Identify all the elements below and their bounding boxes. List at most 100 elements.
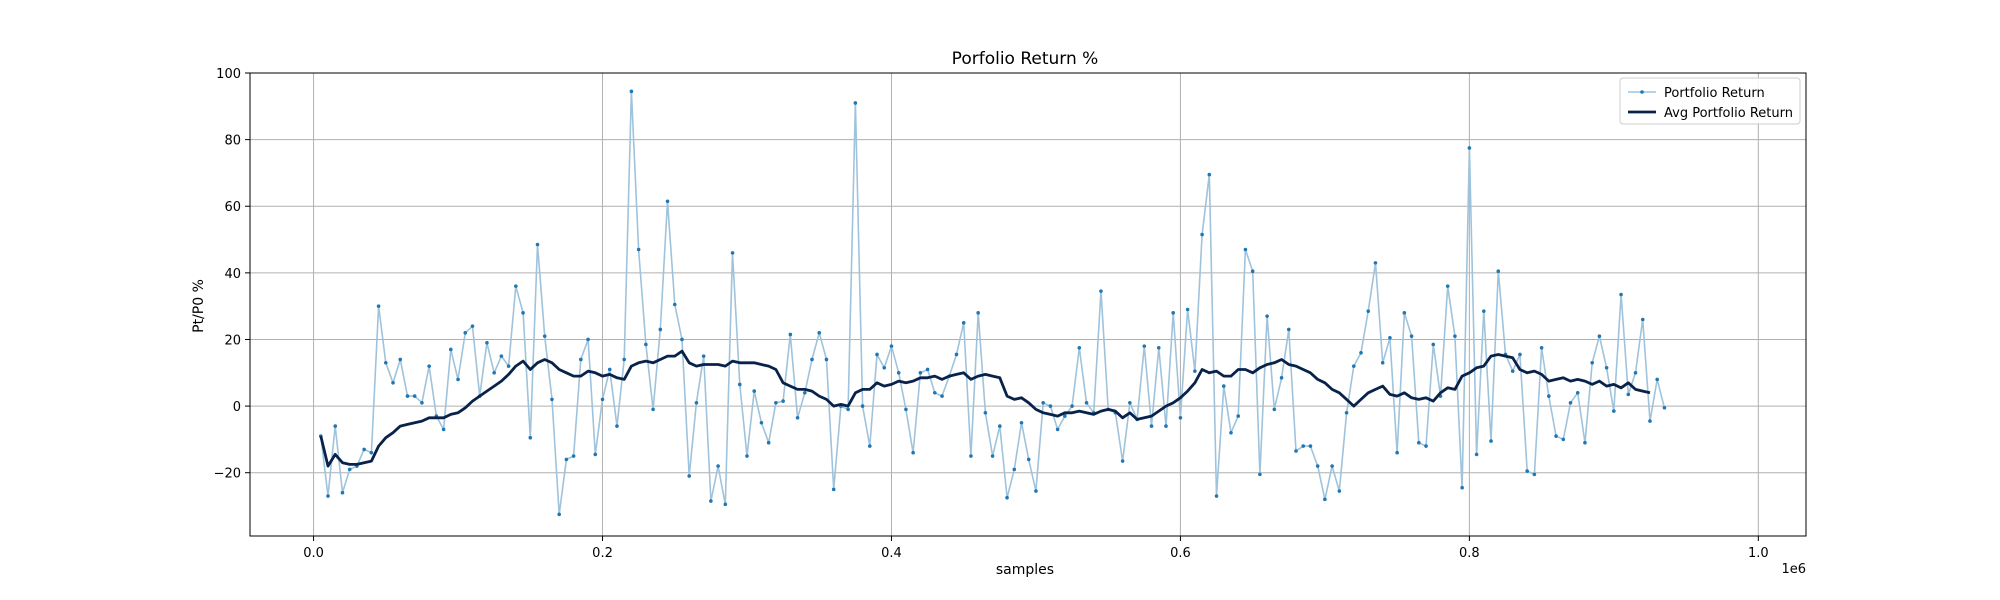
portfolio-return-point <box>795 415 800 420</box>
legend: Portfolio Return Avg Portfolio Return <box>1619 77 1801 125</box>
portfolio-return-point <box>788 332 793 337</box>
portfolio-return-point <box>1366 309 1371 313</box>
portfolio-return-point <box>1460 485 1464 490</box>
portfolio-return-point <box>954 352 959 357</box>
portfolio-return-point <box>759 420 764 425</box>
portfolio-return-point <box>550 397 554 402</box>
portfolio-return-point <box>629 89 634 94</box>
portfolio-return-point <box>1308 444 1313 448</box>
portfolio-return-point <box>1496 269 1501 273</box>
portfolio-return-point <box>1388 336 1392 340</box>
portfolio-return-point <box>528 435 533 440</box>
portfolio-return-point <box>1077 346 1082 350</box>
y-tick-label: 100 <box>216 67 241 82</box>
portfolio-return-point <box>412 394 417 398</box>
portfolio-return-point <box>1655 377 1659 382</box>
portfolio-return-point <box>867 444 872 448</box>
portfolio-return-point <box>860 404 865 408</box>
x-axis-label: samples <box>996 562 1054 578</box>
portfolio-return-point <box>456 377 460 382</box>
x-tick-label: 0.6 <box>1170 546 1191 561</box>
portfolio-return-point <box>1380 360 1385 365</box>
portfolio-return-point <box>1575 390 1580 395</box>
portfolio-return-point <box>1474 452 1479 457</box>
portfolio-return-point <box>347 467 352 472</box>
plot-frame <box>249 72 1807 537</box>
portfolio-return-point <box>896 370 901 375</box>
portfolio-return-point <box>636 247 641 252</box>
portfolio-return-point <box>586 337 590 342</box>
portfolio-return-point <box>1633 370 1638 375</box>
portfolio-return-point <box>665 199 670 204</box>
y-tick-label: 0 <box>233 400 241 415</box>
legend-label-avg-portfolio-return: Avg Portfolio Return <box>1664 106 1793 121</box>
portfolio-return-point <box>1171 311 1175 315</box>
portfolio-return-point <box>774 400 778 405</box>
portfolio-return-point <box>593 452 598 457</box>
portfolio-return-point <box>1265 314 1269 318</box>
portfolio-return-point <box>766 440 771 445</box>
portfolio-return-point <box>911 450 915 455</box>
portfolio-return-point <box>1250 269 1255 273</box>
portfolio-return-point <box>1185 307 1190 312</box>
portfolio-return-point <box>1005 495 1009 500</box>
portfolio-return-point <box>1583 440 1587 445</box>
portfolio-return-point <box>925 367 930 372</box>
portfolio-return-point <box>1597 334 1602 338</box>
portfolio-return-point <box>1236 414 1241 418</box>
portfolio-return-point <box>1626 392 1631 397</box>
portfolio-return-point <box>1286 327 1291 332</box>
portfolio-return-point <box>485 341 489 345</box>
portfolio-return-point <box>1539 346 1544 350</box>
portfolio-return-point <box>723 502 728 507</box>
portfolio-return-point <box>398 357 403 362</box>
portfolio-return-point <box>362 447 366 452</box>
portfolio-return-point <box>492 370 496 375</box>
portfolio-return-point <box>1525 469 1529 473</box>
portfolio-return-point <box>672 302 677 307</box>
portfolio-return-point <box>1330 464 1334 468</box>
portfolio-return-point <box>1149 424 1154 428</box>
portfolio-return-point <box>1337 489 1342 493</box>
portfolio-return-point <box>730 251 735 255</box>
portfolio-return-point <box>752 389 757 393</box>
portfolio-return-point <box>687 474 692 478</box>
portfolio-return-point <box>1662 405 1667 410</box>
portfolio-return-point <box>1229 430 1233 435</box>
y-tick-label: 20 <box>224 333 241 348</box>
portfolio-return-point <box>853 101 858 105</box>
portfolio-return-point <box>983 410 988 415</box>
portfolio-return-point <box>658 327 663 332</box>
portfolio-return-point <box>514 284 518 288</box>
portfolio-return-point <box>1120 459 1125 463</box>
portfolio-return-point <box>1315 464 1320 468</box>
portfolio-return-point <box>376 304 381 308</box>
portfolio-return-point <box>969 454 973 458</box>
portfolio-return-point <box>976 311 980 315</box>
y-tick-label: 60 <box>224 200 241 215</box>
portfolio-return-point <box>802 390 807 395</box>
portfolio-return-point <box>1243 247 1248 252</box>
portfolio-return-point <box>961 321 966 325</box>
portfolio-return-point <box>1409 334 1414 338</box>
x-tick-label: 0.4 <box>881 546 902 561</box>
portfolio-return-point <box>333 424 338 428</box>
portfolio-return-point <box>824 357 829 362</box>
portfolio-return-point <box>1012 467 1017 472</box>
portfolio-return-point <box>1041 400 1045 405</box>
portfolio-return-point <box>1510 369 1515 373</box>
portfolio-return-point <box>1279 375 1284 380</box>
portfolio-return-point <box>1568 400 1573 405</box>
portfolio-return-point <box>506 364 511 368</box>
portfolio-return-point <box>326 494 330 498</box>
series-layer <box>318 89 1667 517</box>
portfolio-return-point <box>1344 410 1349 415</box>
portfolio-return-point <box>1424 444 1428 448</box>
portfolio-return-point <box>615 424 619 428</box>
portfolio-return-point <box>1214 494 1219 498</box>
portfolio-return-point <box>1063 414 1067 418</box>
portfolio-return-point <box>1373 261 1378 265</box>
portfolio-return-point <box>810 357 814 362</box>
portfolio-return-point <box>644 342 648 347</box>
